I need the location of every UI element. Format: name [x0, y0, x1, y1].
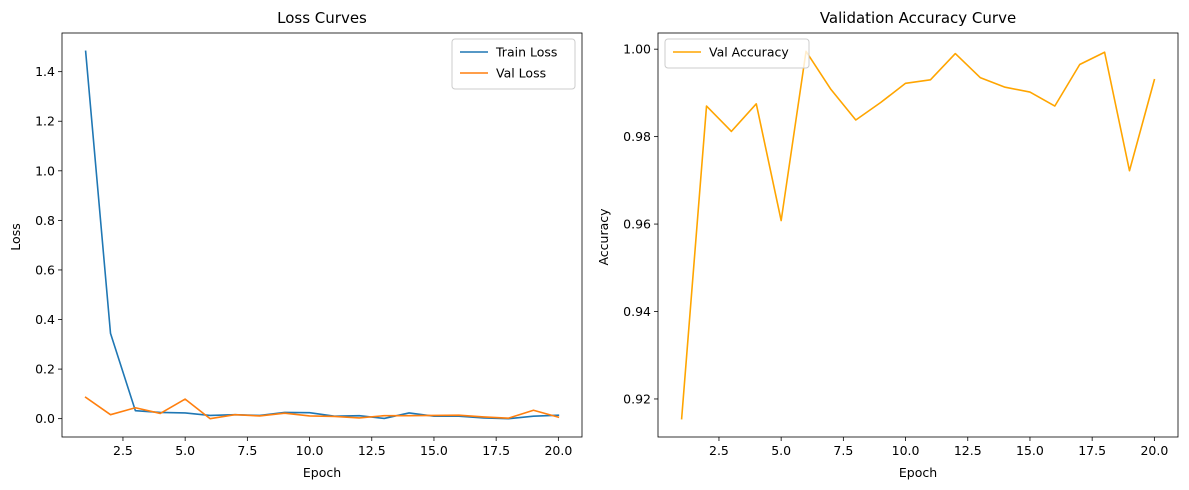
y-tick-label: 1.4	[35, 64, 55, 79]
x-tick-label: 2.5	[709, 443, 729, 458]
plot-area: 2.5 5.0 7.5 10.0 12.5 15.0 17.5 20.0 0.92 0.94 0.9…	[623, 32, 1179, 458]
y-tick-label: 0.92	[623, 391, 651, 406]
x-tick-label: 5.0	[175, 443, 195, 458]
legend-label: Val Accuracy	[709, 45, 789, 60]
chart-title: Validation Accuracy Curve	[820, 9, 1016, 27]
plot-frame	[61, 32, 583, 438]
accuracy-chart: Validation Accuracy Curve 2.5 5.0 7.5 10.0 1…	[596, 9, 1179, 480]
x-tick-label: 10.0	[892, 443, 920, 458]
y-tick-label: 0.0	[35, 411, 55, 426]
x-tick-label: 12.5	[954, 443, 982, 458]
series-line-0	[680, 50, 1156, 420]
x-tick-label: 7.5	[237, 443, 257, 458]
y-tick-label: 0.6	[35, 262, 55, 277]
y-axis-label: Loss	[8, 223, 23, 250]
y-tick-label: 0.98	[623, 129, 651, 144]
plot-frame	[657, 32, 1179, 438]
y-tick-label: 1.0	[35, 163, 55, 178]
y-tick-label: 0.2	[35, 362, 55, 377]
chart-title: Loss Curves	[277, 9, 367, 27]
x-tick-label: 12.5	[358, 443, 386, 458]
legend-label: Val Loss	[496, 66, 546, 81]
y-tick-label: 1.2	[35, 114, 55, 129]
y-tick-label: 0.96	[623, 217, 651, 232]
x-tick-label: 5.0	[771, 443, 791, 458]
x-axis-label: Epoch	[303, 465, 341, 480]
legend: Val Accuracy	[664, 38, 810, 69]
x-tick-label: 17.5	[1078, 443, 1106, 458]
x-tick-label: 17.5	[482, 443, 510, 458]
series-line-0	[84, 50, 560, 420]
y-tick-label: 0.4	[35, 312, 55, 327]
x-tick-label: 2.5	[113, 443, 133, 458]
x-tick-label: 20.0	[1140, 443, 1168, 458]
y-tick-label: 0.94	[623, 304, 651, 319]
legend-label: Train Loss	[495, 45, 557, 60]
x-axis-label: Epoch	[899, 465, 937, 480]
legend-frame	[664, 38, 810, 69]
x-tick-label: 15.0	[1016, 443, 1044, 458]
x-tick-label: 10.0	[296, 443, 324, 458]
y-tick-label: 0.8	[35, 213, 55, 228]
y-axis-label: Accuracy	[596, 208, 611, 266]
y-tick-label: 1.00	[623, 42, 651, 57]
x-tick-label: 7.5	[833, 443, 853, 458]
legend: Train Loss Val Loss	[451, 38, 576, 90]
plot-area: 2.5 5.0 7.5 10.0 12.5 15.0 17.5 20.0 0.0 0.2 0.4 0.…	[35, 32, 583, 458]
x-tick-label: 20.0	[544, 443, 572, 458]
x-tick-label: 15.0	[420, 443, 448, 458]
loss-chart: Loss Curves 2.5 5.0 7.5 10.0 12.5 15.0 17.5 20.…	[8, 9, 583, 480]
series-line-1	[84, 396, 560, 420]
